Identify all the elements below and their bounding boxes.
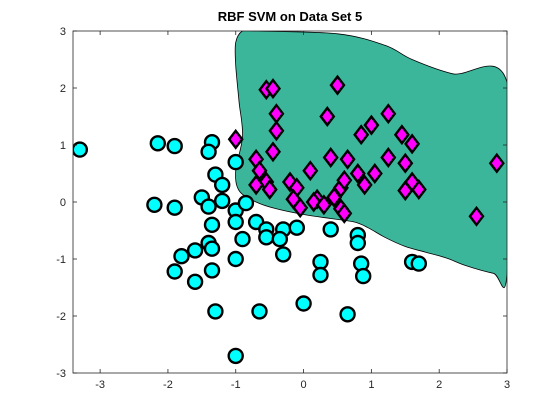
diamond-point <box>305 191 322 213</box>
x-tick-label: 1 <box>368 379 374 391</box>
y-tick-label: 1 <box>60 140 66 152</box>
diamond-point <box>488 152 505 174</box>
diamond-point <box>468 205 485 227</box>
y-tick-label: 2 <box>60 83 66 95</box>
circle-point <box>166 199 183 216</box>
y-tick-label: 0 <box>60 197 66 209</box>
diamond-point <box>302 160 319 182</box>
circle-point <box>339 306 356 323</box>
circle-point <box>73 141 88 158</box>
diamond-point <box>366 163 383 184</box>
circle-point <box>200 198 217 215</box>
diamond-point <box>380 103 397 125</box>
diamond-point <box>353 124 370 146</box>
circle-point <box>251 303 268 320</box>
diamond-point <box>319 106 336 127</box>
diamond-point <box>356 174 373 196</box>
y-tick-label: -1 <box>56 254 66 266</box>
diamond-point <box>227 128 244 150</box>
circle-point <box>213 192 231 210</box>
diamond-point <box>292 197 309 219</box>
circle-point <box>227 153 244 171</box>
circle-point <box>203 240 221 257</box>
diamond-point <box>336 169 353 191</box>
x-tick-label: 3 <box>504 379 510 391</box>
x-tick-label: -2 <box>163 379 173 391</box>
y-tick-label: -2 <box>56 311 66 323</box>
circle-point <box>237 194 255 212</box>
diamond-point <box>248 174 265 196</box>
diamond-point <box>404 171 421 193</box>
plot-area <box>73 31 507 365</box>
diamond-point <box>404 133 421 155</box>
y-tick-label: -3 <box>56 368 66 380</box>
diamond-point <box>397 152 414 174</box>
circle-point <box>227 250 244 268</box>
circle-point <box>166 137 183 155</box>
diamond-point <box>363 114 380 136</box>
x-tick-label: 0 <box>301 379 307 391</box>
diamond-point <box>322 147 339 168</box>
circle-point <box>295 295 312 312</box>
diamond-point <box>329 74 346 96</box>
circle-point <box>271 230 288 248</box>
circle-point <box>288 219 305 236</box>
circle-point <box>349 234 366 252</box>
diamond-point <box>264 141 282 163</box>
circle-point <box>207 303 224 320</box>
diamond-point <box>349 163 366 184</box>
circle-point <box>186 273 204 290</box>
circle-point <box>275 246 292 263</box>
diamond-point <box>339 148 356 170</box>
x-tick-label: -1 <box>231 379 241 391</box>
circle-point <box>149 135 167 152</box>
circle-point <box>213 176 231 194</box>
diamond-point <box>380 147 397 168</box>
diamond-point <box>393 124 410 146</box>
circle-point <box>227 347 244 365</box>
circle-point <box>203 262 221 279</box>
circle-point <box>186 242 204 259</box>
circle-point <box>166 263 183 280</box>
data-points <box>73 74 505 365</box>
circle-point <box>203 216 221 234</box>
circle-point <box>312 253 329 271</box>
y-tick-label: 3 <box>60 26 66 38</box>
chart-title: RBF SVM on Data Set 5 <box>218 9 362 24</box>
circle-point <box>355 267 372 285</box>
circle-point <box>173 248 190 265</box>
diamond-point <box>336 202 353 224</box>
diamond-point <box>315 194 332 216</box>
circle-point <box>312 266 329 284</box>
circle-point <box>258 229 275 246</box>
diamond-point <box>264 78 282 100</box>
circle-point <box>322 221 339 238</box>
circle-point <box>146 196 163 214</box>
circle-point <box>200 143 217 161</box>
diamond-point <box>261 179 278 200</box>
diamond-point <box>268 120 285 142</box>
circle-point <box>227 213 244 231</box>
x-tick-label: 2 <box>436 379 442 391</box>
decision-region <box>234 31 507 289</box>
circle-point <box>410 255 427 272</box>
circle-point <box>234 230 251 248</box>
x-tick-label: -3 <box>95 379 105 391</box>
axes: -3 -2 -1 0 1 2 3 -3 -2 -1 0 1 2 3 <box>56 26 510 391</box>
